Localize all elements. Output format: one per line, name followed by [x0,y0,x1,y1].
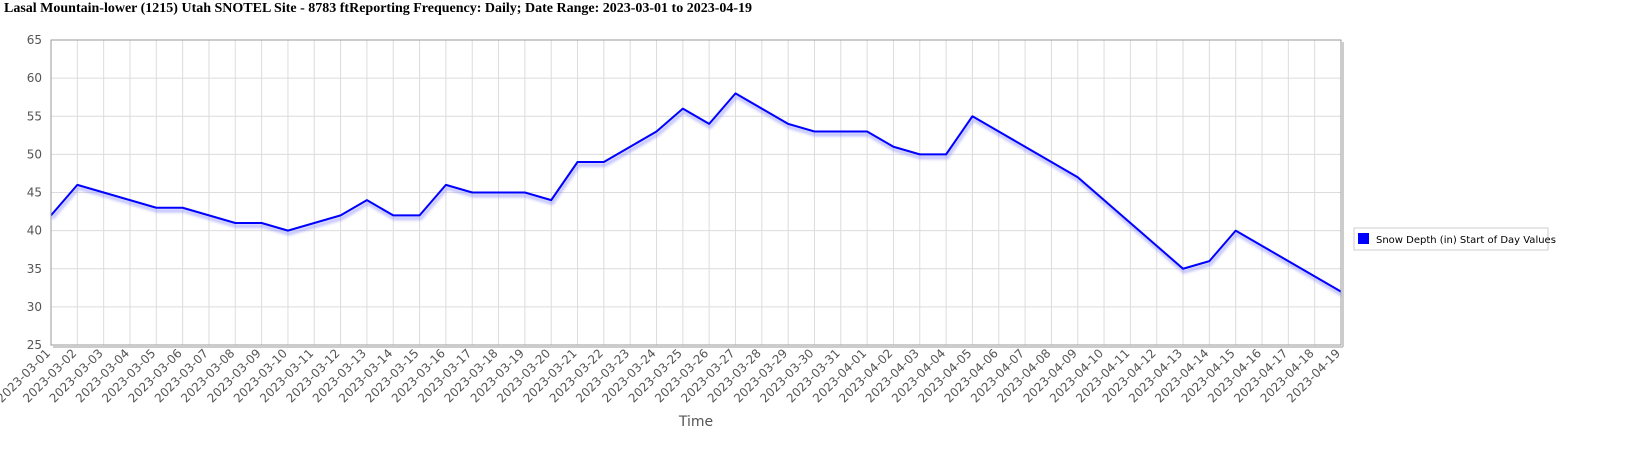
legend-label: Snow Depth (in) Start of Day Values [1376,235,1556,246]
legend-swatch [1358,233,1369,244]
series-line-shadow [50,94,1344,297]
y-tick-label: 45 [27,186,42,200]
y-tick-label: 50 [27,147,42,161]
x-axis: 2023-03-012023-03-022023-03-032023-03-04… [0,346,1343,405]
y-tick-label: 65 [27,33,42,47]
series-layer [50,92,1344,297]
legend-box [1353,227,1549,251]
y-tick-label: 40 [27,224,42,238]
legend: Snow Depth (in) Start of Day Values [1353,227,1556,251]
y-tick-label: 30 [27,300,42,314]
y-tick-label: 55 [27,109,42,123]
x-axis-title: Time [678,414,713,430]
chart-title: Lasal Mountain-lower (1215) Utah SNOTEL … [4,1,753,16]
y-tick-label: 60 [27,71,42,85]
y-axis: 25 30 35 40 45 50 55 60 65 [27,33,42,352]
y-tick-label: 25 [27,338,42,352]
series-line [50,92,1342,293]
plot-border [50,39,1342,346]
y-tick-label: 35 [27,262,42,276]
